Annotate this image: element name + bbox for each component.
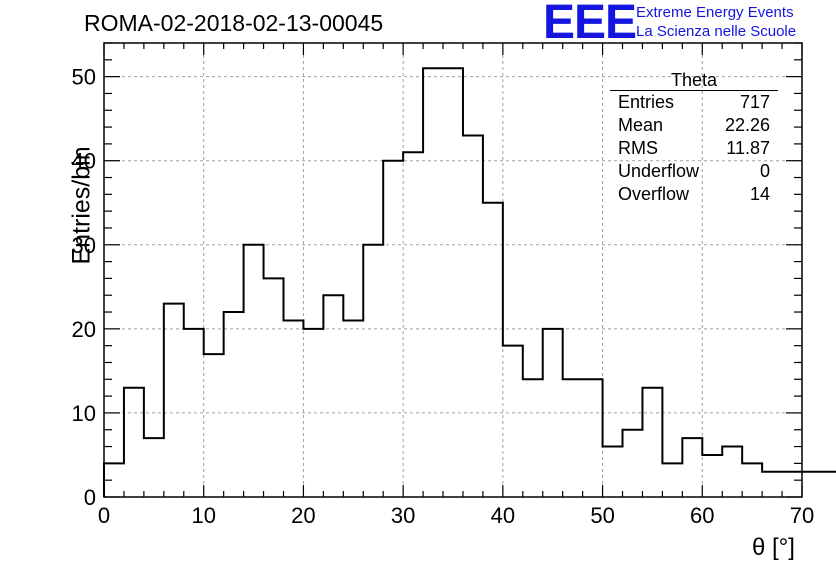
histogram-bin bbox=[503, 346, 523, 497]
histogram-series bbox=[103, 67, 836, 497]
x-tick-label: 70 bbox=[790, 503, 814, 528]
stats-value: 0 bbox=[759, 161, 770, 181]
histogram-bin bbox=[702, 455, 722, 497]
histogram-bin bbox=[662, 463, 682, 497]
histogram-bin bbox=[822, 472, 836, 497]
stats-row: Entries 717 bbox=[610, 91, 778, 114]
y-tick-label: 50 bbox=[72, 65, 96, 90]
x-tick-label: 30 bbox=[391, 503, 415, 528]
y-tick-label: 0 bbox=[84, 485, 96, 510]
stats-value: 717 bbox=[739, 92, 770, 112]
y-tick-label: 30 bbox=[72, 233, 96, 258]
x-tick-label: 20 bbox=[291, 503, 315, 528]
histogram-bin bbox=[343, 320, 363, 497]
stats-row: Overflow 14 bbox=[610, 183, 778, 206]
stats-label: Underflow bbox=[618, 161, 700, 181]
histogram-bin bbox=[164, 304, 184, 497]
x-tick-label: 50 bbox=[590, 503, 614, 528]
histogram-bin bbox=[742, 463, 762, 497]
stats-row: Mean 22.26 bbox=[610, 114, 778, 137]
stats-label: RMS bbox=[618, 138, 658, 158]
stats-label: Mean bbox=[618, 115, 664, 135]
stats-title: Theta bbox=[610, 70, 778, 91]
x-axis-label: θ [°] bbox=[752, 534, 795, 561]
logo-caption-line2: La Scienza nelle Scuole bbox=[636, 23, 797, 40]
stats-value: 22.26 bbox=[724, 115, 770, 135]
histogram-bin bbox=[283, 320, 303, 497]
histogram-bin bbox=[204, 354, 224, 497]
stats-label: Entries bbox=[618, 92, 675, 112]
histogram-bin bbox=[603, 447, 623, 497]
histogram-bin bbox=[583, 379, 603, 497]
histogram-bin bbox=[423, 68, 443, 497]
histogram-bin bbox=[802, 472, 822, 497]
histogram-bin bbox=[443, 68, 463, 497]
stats-label: Overflow bbox=[618, 184, 690, 204]
histogram-bin bbox=[144, 438, 164, 497]
chart-title: ROMA-02-2018-02-13-00045 bbox=[84, 10, 384, 36]
logo-caption: Extreme Energy Events La Scienza nelle S… bbox=[636, 3, 796, 41]
histogram-bin bbox=[762, 472, 782, 497]
histogram-bin bbox=[642, 388, 662, 497]
histogram-bin bbox=[563, 379, 583, 497]
y-axis-label: Entries/bin bbox=[67, 146, 96, 265]
x-tick-label: 60 bbox=[690, 503, 714, 528]
histogram-bin bbox=[363, 245, 383, 497]
histogram-bin bbox=[722, 447, 742, 497]
histogram-bin bbox=[782, 472, 802, 497]
y-tick-label: 40 bbox=[72, 149, 96, 174]
stats-box: Theta Entries 717 Mean 22.26 RMS 11.87 Unde… bbox=[610, 70, 778, 206]
histogram-bin bbox=[403, 152, 423, 497]
histogram-bin bbox=[523, 379, 543, 497]
histogram-bin bbox=[264, 278, 284, 497]
stats-row: Underflow 0 bbox=[610, 160, 778, 183]
eee-logo: EEE bbox=[543, 0, 637, 49]
histogram-bin bbox=[224, 312, 244, 497]
histogram-bin bbox=[483, 203, 503, 497]
histogram-bin bbox=[623, 430, 643, 497]
histogram-bin bbox=[244, 245, 264, 497]
plot-frame bbox=[103, 42, 803, 498]
histogram-bin bbox=[543, 329, 563, 497]
y-tick-label: 20 bbox=[72, 317, 96, 342]
histogram-bin bbox=[463, 135, 483, 497]
x-tick-label: 10 bbox=[191, 503, 215, 528]
x-tick-label: 40 bbox=[491, 503, 515, 528]
stats-value: 14 bbox=[749, 184, 770, 204]
y-tick-label: 10 bbox=[72, 401, 96, 426]
histogram-bin bbox=[323, 295, 343, 497]
stats-row: RMS 11.87 bbox=[610, 137, 778, 160]
histogram-bin bbox=[682, 438, 702, 497]
histogram-bin bbox=[124, 388, 144, 497]
x-tick-label: 0 bbox=[98, 503, 110, 528]
logo-caption-line1: Extreme Energy Events bbox=[636, 4, 794, 21]
stats-value: 11.87 bbox=[726, 138, 770, 158]
